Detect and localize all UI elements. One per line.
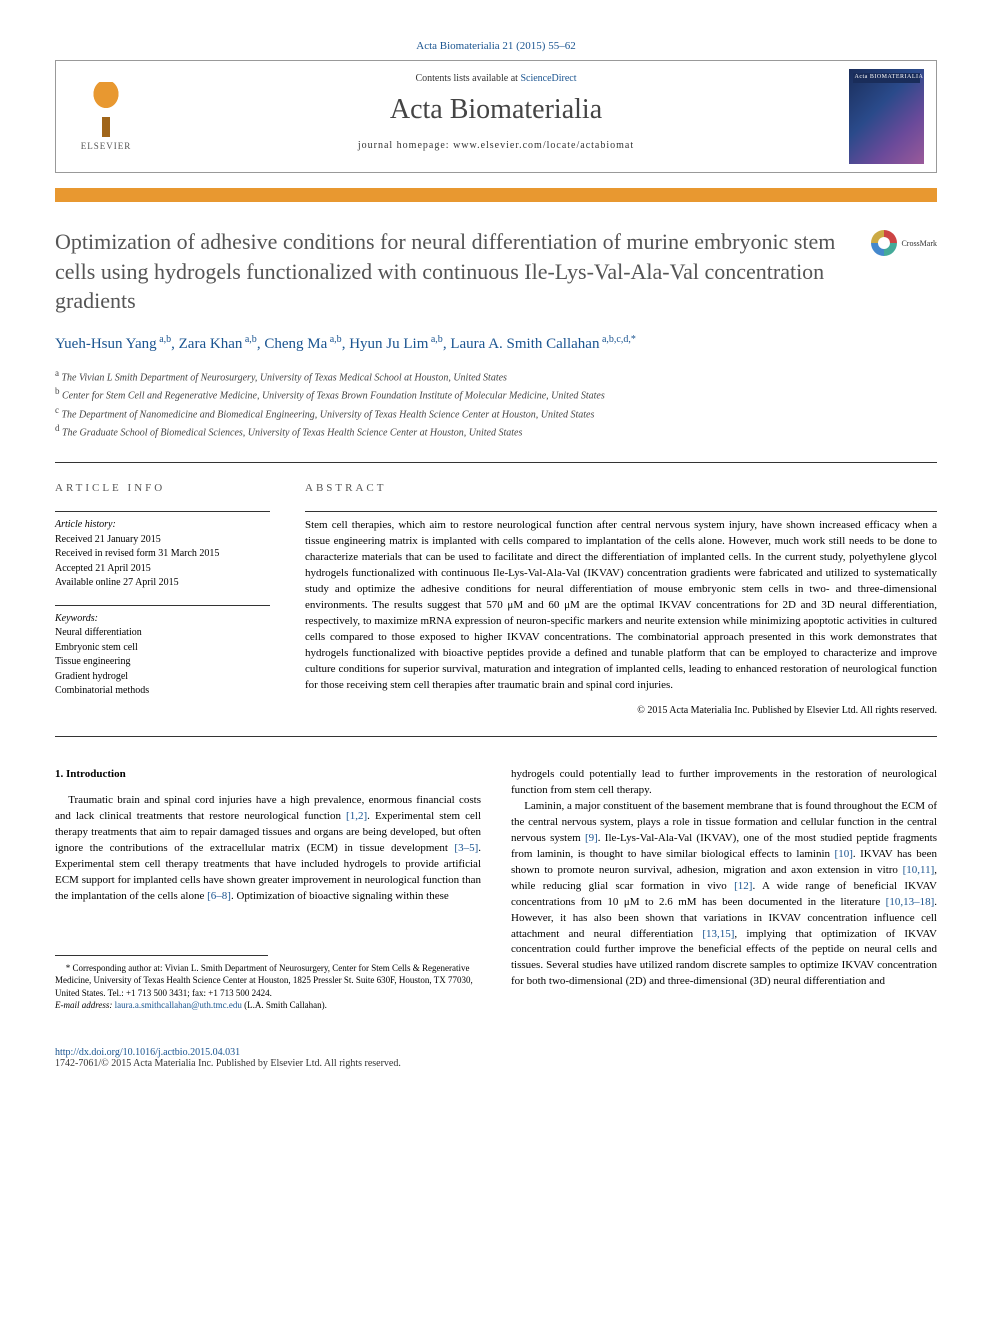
publisher-logo-cell: ELSEVIER xyxy=(56,61,156,172)
affiliation-list: a The Vivian L Smith Department of Neuro… xyxy=(55,367,937,440)
doi-link[interactable]: http://dx.doi.org/10.1016/j.actbio.2015.… xyxy=(55,1047,240,1058)
cover-title: Acta BIOMATERIALIA xyxy=(855,74,924,80)
article-history-list: Received 21 January 2015Received in revi… xyxy=(55,533,270,591)
article-history-label: Article history: xyxy=(55,518,270,533)
homepage-url[interactable]: www.elsevier.com/locate/actabiomat xyxy=(453,140,634,151)
article-info-heading: ARTICLE INFO xyxy=(55,481,270,497)
rule-top xyxy=(55,462,937,463)
abstract-column: ABSTRACT Stem cell therapies, which aim … xyxy=(305,481,937,718)
contents-lists-line: Contents lists available at ScienceDirec… xyxy=(166,73,826,84)
abstract-heading: ABSTRACT xyxy=(305,481,937,497)
header-citation: Acta Biomaterialia 21 (2015) 55–62 xyxy=(55,40,937,52)
homepage-label: journal homepage: xyxy=(358,140,453,151)
section-heading-intro: 1. Introduction xyxy=(55,767,481,783)
abstract-body: Stem cell therapies, which aim to restor… xyxy=(305,518,937,693)
footnote-separator xyxy=(55,955,268,956)
info-rule-2 xyxy=(55,605,270,606)
publisher-name: ELSEVIER xyxy=(81,141,132,151)
abstract-copyright: © 2015 Acta Materialia Inc. Published by… xyxy=(305,704,937,719)
sciencedirect-link[interactable]: ScienceDirect xyxy=(520,73,576,84)
elsevier-tree-icon xyxy=(81,82,131,137)
body-columns: 1. Introduction Traumatic brain and spin… xyxy=(55,767,937,1012)
body-column-left: 1. Introduction Traumatic brain and spin… xyxy=(55,767,481,1012)
keywords-label: Keywords: xyxy=(55,612,270,627)
corr-email-line: E-mail address: laura.a.smithcallahan@ut… xyxy=(55,999,481,1012)
crossmark-label: CrossMark xyxy=(901,239,937,248)
crossmark-badge[interactable]: CrossMark xyxy=(871,230,937,256)
footer-copyright: 1742-7061/© 2015 Acta Materialia Inc. Pu… xyxy=(55,1058,937,1069)
crossmark-icon xyxy=(871,230,897,256)
journal-cover-thumbnail: Acta BIOMATERIALIA xyxy=(849,69,924,164)
corresponding-author-footnote: * Corresponding author at: Vivian L. Smi… xyxy=(55,962,481,1012)
corr-email-link[interactable]: laura.a.smithcallahan@uth.tmc.edu xyxy=(115,1000,242,1010)
body-para: Laminin, a major constituent of the base… xyxy=(511,799,937,990)
article-info-column: ARTICLE INFO Article history: Received 2… xyxy=(55,481,270,718)
rule-bottom xyxy=(55,736,937,737)
body-para: hydrogels could potentially lead to furt… xyxy=(511,767,937,799)
body-para: Traumatic brain and spinal cord injuries… xyxy=(55,793,481,905)
info-rule-1 xyxy=(55,511,270,512)
body-column-right: hydrogels could potentially lead to furt… xyxy=(511,767,937,1012)
journal-header-box: ELSEVIER Contents lists available at Sci… xyxy=(55,60,937,173)
keywords-list: Neural differentiationEmbryonic stem cel… xyxy=(55,626,270,699)
separator-bar xyxy=(55,188,937,202)
email-label: E-mail address: xyxy=(55,1000,115,1010)
abstract-rule xyxy=(305,511,937,512)
journal-name: Acta Biomaterialia xyxy=(166,94,826,126)
corr-author-text: * Corresponding author at: Vivian L. Smi… xyxy=(55,962,481,1000)
journal-header-center: Contents lists available at ScienceDirec… xyxy=(156,61,836,172)
contents-prefix: Contents lists available at xyxy=(415,73,520,84)
author-list: Yueh-Hsun Yang a,b, Zara Khan a,b, Cheng… xyxy=(55,334,937,353)
article-title: Optimization of adhesive conditions for … xyxy=(55,227,851,316)
elsevier-logo: ELSEVIER xyxy=(71,77,141,157)
footer-doi: http://dx.doi.org/10.1016/j.actbio.2015.… xyxy=(55,1047,937,1058)
journal-homepage-line: journal homepage: www.elsevier.com/locat… xyxy=(166,140,826,151)
journal-cover-cell: Acta BIOMATERIALIA xyxy=(836,61,936,172)
email-who: (L.A. Smith Callahan). xyxy=(242,1000,327,1010)
